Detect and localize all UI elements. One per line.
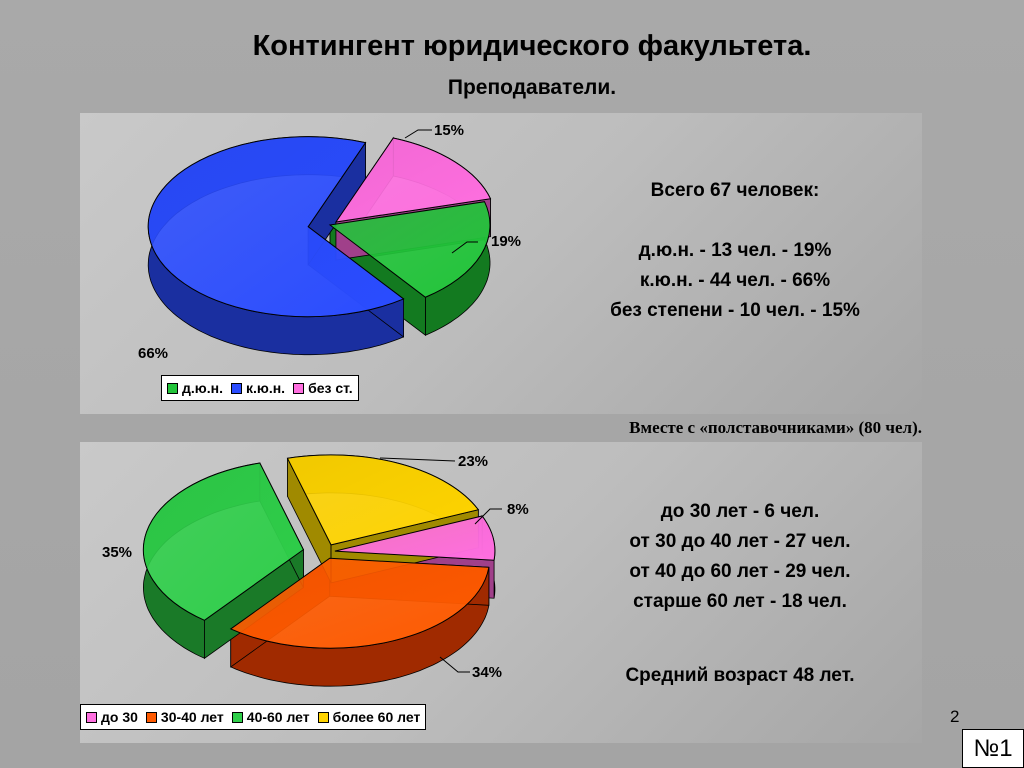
degree-summary: Всего 67 человек: д.ю.н. - 13 чел. - 19%… bbox=[560, 176, 910, 326]
legend-item-item-1: к.ю.н. bbox=[230, 380, 286, 396]
chart-panel-teachers-degree: 19% 66% 15% Всего 67 человек: д.ю.н. - 13 … bbox=[80, 113, 922, 414]
pie-slice-40-60 bbox=[142, 462, 305, 621]
pie-slice-item-2 bbox=[334, 137, 492, 223]
legend-label: более 60 лет bbox=[332, 709, 421, 725]
data-label-30: 8% bbox=[507, 501, 529, 518]
legend-item-60: более 60 лет bbox=[317, 709, 421, 725]
summary-under-30: до 30 лет - 6 чел. bbox=[660, 501, 820, 522]
summary-over-60: старше 60 лет - 18 чел. bbox=[633, 591, 847, 612]
age-pie-chart: 8% 34% 35% 23% bbox=[102, 453, 529, 687]
summary-40-60: от 40 до 60 лет - 29 чел. bbox=[629, 561, 851, 582]
data-label-item-0: 19% bbox=[491, 233, 521, 250]
slide-number-badge: №1 bbox=[962, 729, 1024, 768]
legend-swatch bbox=[230, 382, 242, 394]
pie-slice-item-0 bbox=[328, 201, 491, 298]
age-legend: до 30 30-40 лет 40-60 лет более 60 лет bbox=[80, 704, 427, 730]
legend-label: до 30 bbox=[101, 709, 138, 725]
degree-pie-chart: 19% 66% 15% bbox=[138, 122, 521, 362]
chart-panel-teachers-age: 8% 34% 35% 23% до 30 лет - 6 чел. от 30 до … bbox=[80, 442, 922, 743]
slide-subtitle: Преподаватели. bbox=[447, 76, 617, 99]
legend-label: д.ю.н. bbox=[182, 380, 223, 396]
legend-swatch bbox=[86, 711, 97, 723]
legend-item-item-0: д.ю.н. bbox=[167, 380, 223, 396]
legend-label: без ст. bbox=[308, 380, 353, 396]
legend-label: к.ю.н. bbox=[245, 380, 286, 396]
pie-slice-item-1 bbox=[147, 136, 405, 318]
data-label-30-40: 34% bbox=[472, 664, 502, 681]
summary-dun: д.ю.н. - 13 чел. - 19% bbox=[638, 240, 832, 261]
data-label-item-1: 66% bbox=[138, 345, 168, 362]
legend-label: 40-60 лет bbox=[246, 709, 310, 725]
data-label-40-60: 35% bbox=[102, 544, 132, 561]
data-label-60: 23% bbox=[458, 453, 488, 470]
summary-average-age: Средний возраст 48 лет. bbox=[625, 665, 855, 686]
degree-legend: д.ю.н. к.ю.н. без ст. bbox=[161, 375, 359, 401]
slide-title: Контингент юридического факультета. bbox=[252, 30, 812, 62]
age-summary: до 30 лет - 6 чел. от 30 до 40 лет - 27 … bbox=[550, 497, 930, 691]
summary-total: Всего 67 человек: bbox=[650, 180, 820, 201]
pie-slice-60 bbox=[286, 454, 480, 546]
legend-item-30: до 30 bbox=[86, 709, 138, 725]
summary-kun: к.ю.н. - 44 чел. - 66% bbox=[639, 270, 831, 291]
summary-30-40: от 30 до 40 лет - 27 чел. bbox=[629, 531, 851, 552]
legend-swatch bbox=[145, 711, 157, 723]
legend-item-40-60: 40-60 лет bbox=[231, 709, 310, 725]
pie-slice-30 bbox=[334, 515, 496, 561]
summary-no-degree: без степени - 10 чел. - 15% bbox=[610, 300, 860, 321]
legend-swatch bbox=[167, 382, 178, 394]
legend-swatch bbox=[231, 711, 243, 723]
legend-item-30-40: 30-40 лет bbox=[145, 709, 224, 725]
page-number: 2 bbox=[950, 707, 960, 726]
pie-slice-30-40 bbox=[229, 557, 490, 649]
legend-label: 30-40 лет bbox=[160, 709, 224, 725]
part-time-note: Вместе с «полставочниками» (80 чел). bbox=[629, 418, 922, 437]
legend-swatch bbox=[293, 382, 305, 394]
data-label-item-2: 15% bbox=[434, 122, 464, 139]
legend-item-item-2: без ст. bbox=[293, 380, 353, 396]
legend-swatch bbox=[317, 711, 329, 723]
